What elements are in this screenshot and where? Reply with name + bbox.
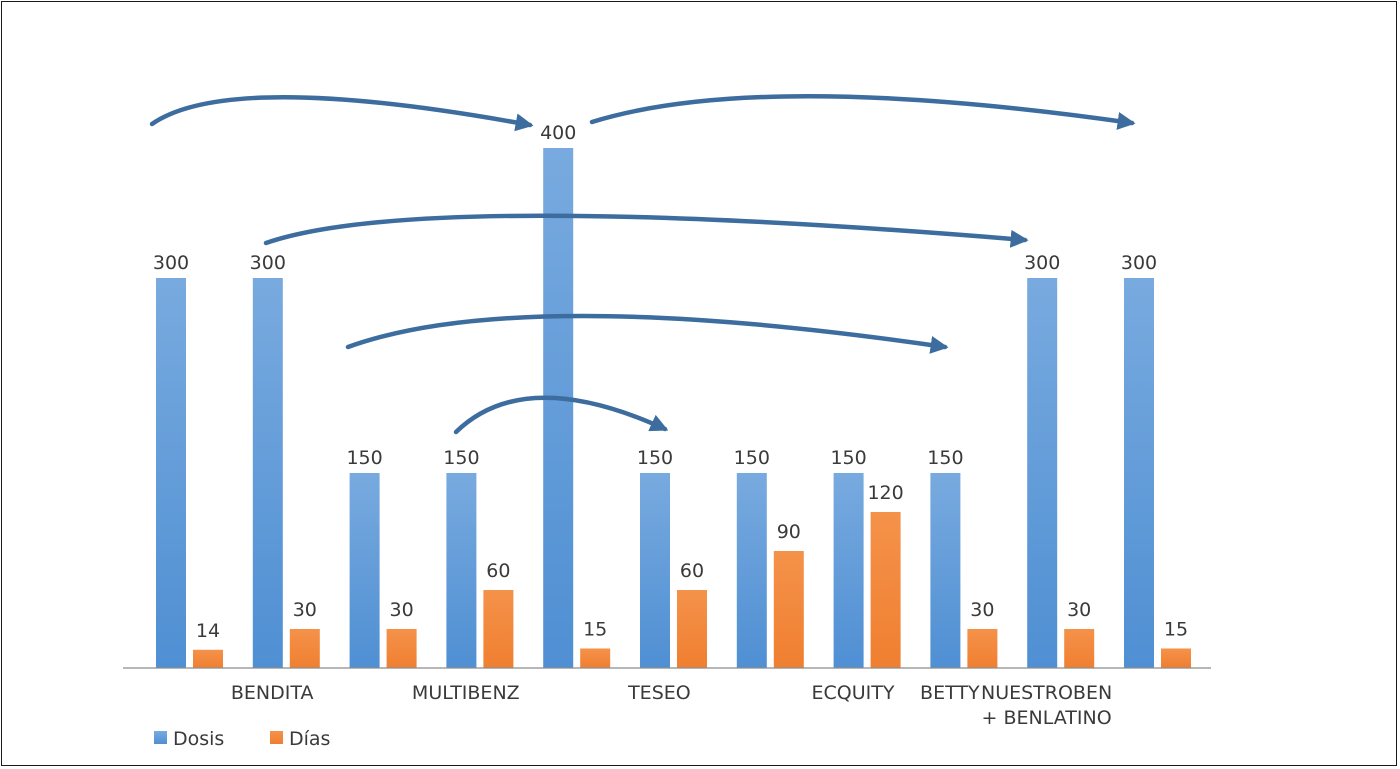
category-label: BETTY bbox=[920, 682, 980, 704]
data-label-dosis: 150 bbox=[443, 447, 479, 469]
bar-dosis bbox=[1124, 278, 1154, 668]
category-label: TESEO bbox=[627, 682, 691, 704]
data-label-dias: 60 bbox=[486, 560, 510, 582]
bar-dosis bbox=[736, 473, 767, 668]
bar-dosis bbox=[349, 473, 380, 668]
category-label: BENDITA bbox=[231, 682, 314, 704]
legend-label-dosis: Dosis bbox=[173, 728, 224, 750]
comparison-arrow bbox=[453, 395, 669, 435]
bar-dosis bbox=[640, 473, 670, 668]
data-label-dias: 15 bbox=[583, 619, 607, 641]
data-label-dosis: 300 bbox=[250, 252, 286, 274]
data-label-dias: 15 bbox=[1164, 619, 1188, 641]
legend-swatch-dias bbox=[270, 731, 283, 744]
legend-label-dias: Días bbox=[289, 728, 330, 750]
data-label-dosis: 300 bbox=[153, 252, 189, 274]
comparison-arrow bbox=[589, 94, 1136, 130]
comparison-arrow bbox=[263, 213, 1029, 248]
bar-dosis bbox=[446, 473, 477, 668]
bar-dias bbox=[677, 590, 707, 668]
bar-dias bbox=[870, 512, 901, 668]
bar-dosis bbox=[156, 278, 186, 668]
data-label-dias: 90 bbox=[777, 521, 801, 543]
data-label-dosis: 150 bbox=[734, 447, 770, 469]
bar-dosis bbox=[833, 473, 864, 668]
data-label-dias: 30 bbox=[970, 599, 994, 621]
data-label-dias: 30 bbox=[390, 599, 414, 621]
bar-dias bbox=[773, 551, 804, 668]
data-label-dias: 30 bbox=[1067, 599, 1091, 621]
category-label: NUESTROBEN + BENLATINO bbox=[981, 682, 1112, 729]
bar-dias bbox=[386, 629, 417, 668]
data-label-dosis: 150 bbox=[927, 447, 963, 469]
data-label-dias: 14 bbox=[196, 620, 220, 642]
data-label-dias: 60 bbox=[680, 560, 704, 582]
bar-dosis bbox=[1027, 278, 1058, 668]
category-label: MULTIBENZ bbox=[412, 682, 520, 704]
data-label-dosis: 400 bbox=[540, 122, 576, 144]
data-label-dosis: 150 bbox=[346, 447, 382, 469]
bar-dias bbox=[580, 648, 611, 668]
bar-dias bbox=[1064, 629, 1095, 668]
bar-dosis bbox=[930, 473, 961, 668]
bar-dias bbox=[1161, 648, 1191, 668]
data-label-dosis: 300 bbox=[1121, 252, 1157, 274]
bar-dias bbox=[483, 590, 514, 668]
bar-dosis bbox=[252, 278, 283, 668]
category-label: ECQUITY bbox=[812, 682, 895, 704]
data-label-dosis: 150 bbox=[637, 447, 673, 469]
data-label-dias: 120 bbox=[867, 482, 903, 504]
comparison-arrow bbox=[149, 95, 534, 132]
data-label-dosis: 300 bbox=[1024, 252, 1060, 274]
data-label-dias: 30 bbox=[293, 599, 317, 621]
bar-dosis bbox=[543, 148, 574, 668]
bar-dias bbox=[967, 629, 998, 668]
comparison-arrow bbox=[345, 313, 949, 354]
legend-swatch-dosis bbox=[154, 731, 167, 744]
bar-dias bbox=[193, 649, 223, 668]
data-label-dosis: 150 bbox=[830, 447, 866, 469]
bar-dias bbox=[289, 629, 320, 668]
